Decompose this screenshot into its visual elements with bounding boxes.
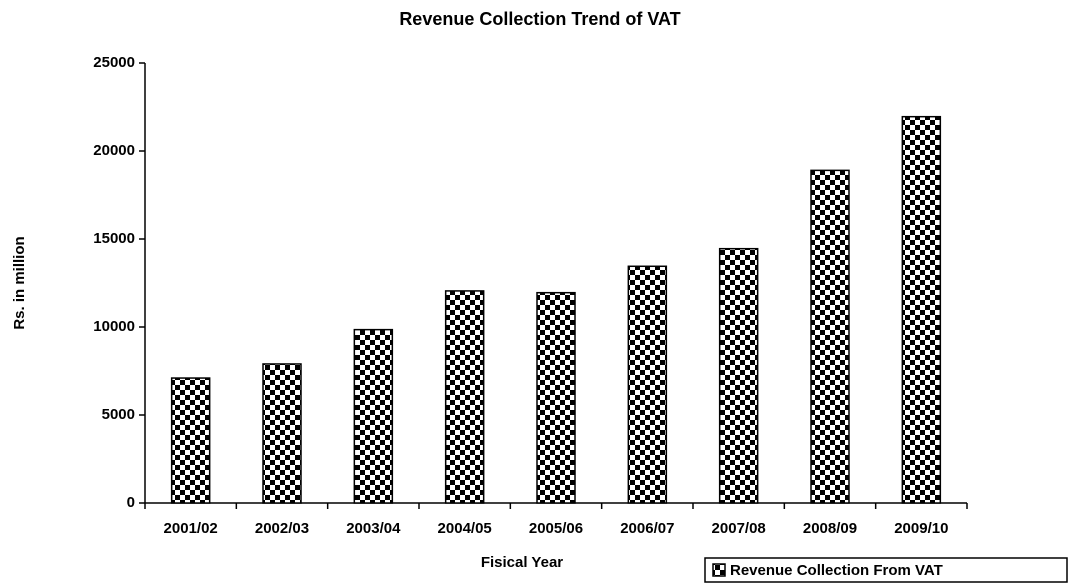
- bar: [718, 247, 759, 504]
- x-axis-label: Fisical Year: [481, 554, 563, 571]
- bar: [262, 363, 302, 504]
- bar: [627, 265, 668, 504]
- y-tick-label: 10000: [93, 318, 135, 335]
- legend-swatch: [712, 563, 726, 577]
- y-tick-label: 5000: [102, 406, 135, 423]
- y-tick-label: 20000: [93, 142, 135, 159]
- x-tick-label: 2008/09: [803, 520, 857, 537]
- bar: [901, 115, 942, 504]
- x-tick-label: 2007/08: [712, 520, 766, 537]
- x-tick-label: 2001/02: [164, 520, 218, 537]
- bar: [170, 377, 211, 504]
- y-tick-label: 25000: [93, 54, 135, 71]
- x-tick-label: 2005/06: [529, 520, 583, 537]
- x-tick-label: 2009/10: [894, 520, 948, 537]
- y-axis-label: Rs. in million: [11, 236, 28, 329]
- y-tick-label: 0: [127, 494, 135, 511]
- x-tick-label: 2006/07: [620, 520, 674, 537]
- legend-box: [704, 557, 1068, 583]
- x-tick-label: 2004/05: [438, 520, 492, 537]
- bar: [810, 169, 850, 504]
- bar: [444, 290, 485, 504]
- bar: [536, 291, 576, 504]
- x-tick-label: 2003/04: [346, 520, 401, 537]
- y-tick-label: 15000: [93, 230, 135, 247]
- chart-title: Revenue Collection Trend of VAT: [399, 9, 680, 29]
- bar: [353, 328, 394, 504]
- legend-label: Revenue Collection From VAT: [730, 562, 943, 579]
- x-tick-label: 2002/03: [255, 520, 309, 537]
